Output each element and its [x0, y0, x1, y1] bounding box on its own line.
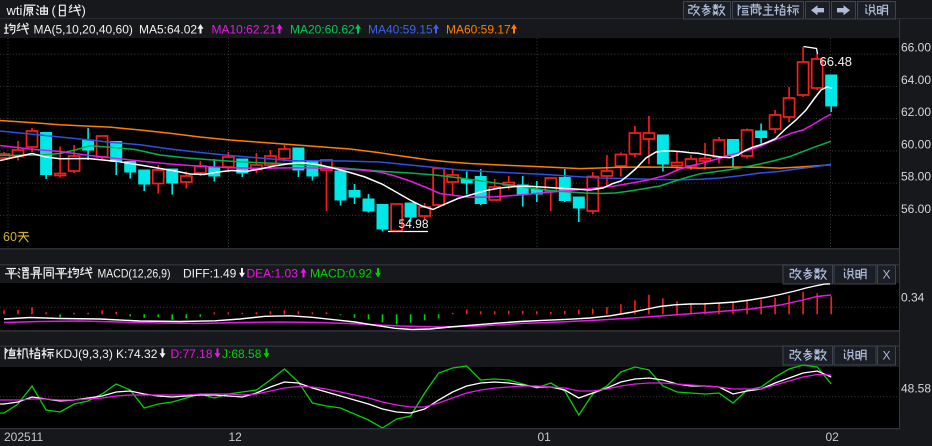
svg-text:56.00: 56.00 — [901, 202, 931, 216]
svg-text:01: 01 — [538, 430, 552, 444]
svg-text:54.98: 54.98 — [399, 217, 429, 231]
svg-text:(: ( — [52, 3, 57, 18]
svg-text:48.58: 48.58 — [901, 382, 931, 396]
svg-text:DEA:1.03: DEA:1.03 — [247, 267, 299, 281]
svg-text:64.00: 64.00 — [901, 73, 931, 87]
svg-text:K:74.32: K:74.32 — [116, 347, 158, 361]
svg-text:wti: wti — [6, 3, 23, 18]
svg-text:D:77.18: D:77.18 — [171, 347, 213, 361]
svg-text:60: 60 — [3, 230, 17, 244]
svg-text:MA(5,10,20,40,60): MA(5,10,20,40,60) — [34, 23, 133, 37]
svg-text:MA60:59.17: MA60:59.17 — [446, 23, 511, 37]
svg-text:X: X — [882, 268, 890, 282]
svg-text:X: X — [882, 349, 890, 363]
svg-text:58.00: 58.00 — [901, 170, 931, 184]
svg-text:202511: 202511 — [4, 430, 43, 444]
svg-text:MACD:0.92: MACD:0.92 — [310, 267, 372, 281]
svg-text:): ) — [82, 3, 86, 18]
svg-text:MACD(12,26,9): MACD(12,26,9) — [98, 267, 171, 281]
svg-text:MA40:59.15: MA40:59.15 — [368, 23, 433, 37]
svg-text:60.00: 60.00 — [901, 137, 931, 151]
svg-text:MA20:60.62: MA20:60.62 — [290, 23, 355, 37]
svg-text:MA5:64.02: MA5:64.02 — [139, 23, 197, 37]
svg-text:0.34: 0.34 — [901, 291, 925, 305]
svg-text:DIFF:1.49: DIFF:1.49 — [183, 267, 237, 281]
svg-text:66.00: 66.00 — [901, 41, 931, 55]
svg-text:66.48: 66.48 — [820, 54, 853, 69]
svg-text:12: 12 — [229, 430, 243, 444]
svg-text:62.00: 62.00 — [901, 105, 931, 119]
svg-text:J:68.58: J:68.58 — [222, 347, 262, 361]
svg-text:02: 02 — [826, 430, 840, 444]
svg-text:MA10:62.21: MA10:62.21 — [212, 23, 277, 37]
svg-text:KDJ(9,3,3): KDJ(9,3,3) — [56, 347, 113, 361]
